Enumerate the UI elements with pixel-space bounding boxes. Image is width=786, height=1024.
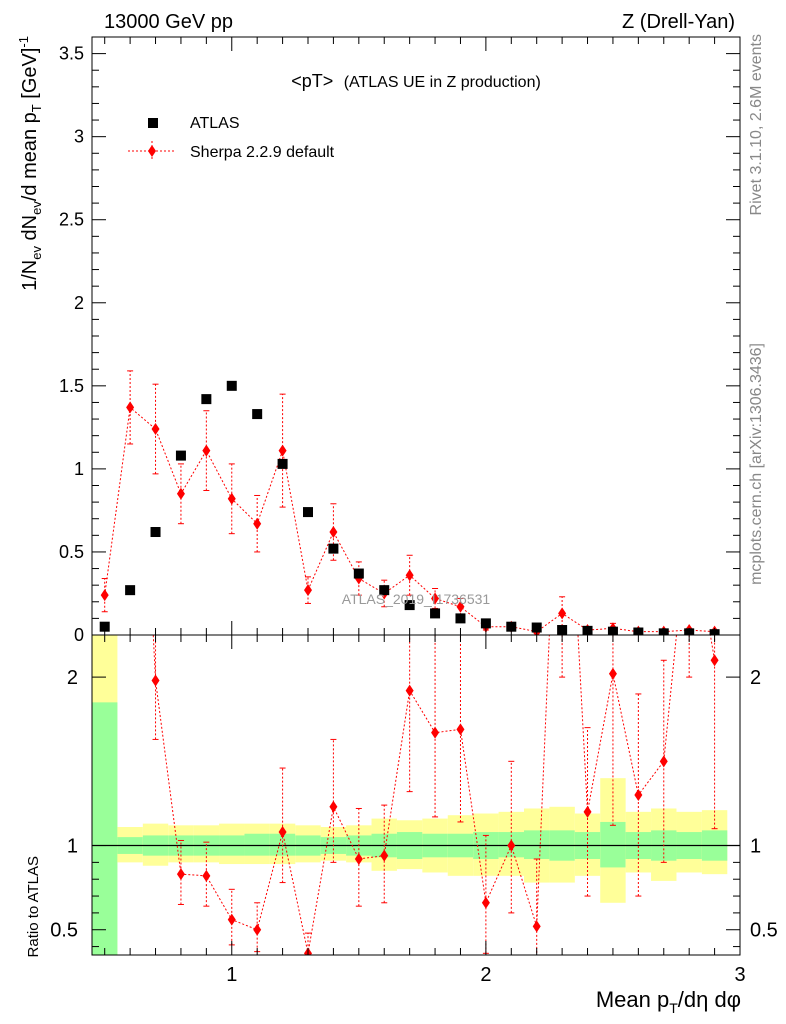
ratio-frame (91, 634, 741, 956)
plot-title: <pT> (ATLAS UE in Z production) (291, 71, 541, 91)
main-y-tick-label: 1 (74, 459, 84, 479)
rivet-version-label: Rivet 3.1.10, 2.6M events (748, 34, 765, 215)
atlas-point (430, 608, 441, 619)
ratio-sherpa-point (151, 674, 160, 687)
ratio-y-tick-label-left: 0.5 (50, 920, 78, 942)
plot-title-main: <pT> (291, 71, 333, 91)
ratio-sherpa-point (354, 853, 363, 865)
atlas-point (328, 543, 339, 554)
ratio-y-axis-label: Ratio to ATLAS (25, 856, 42, 957)
main-y-tick-label: 3 (74, 127, 84, 147)
ratio-sherpa-point (202, 869, 211, 882)
ratio-sherpa-point (507, 839, 516, 852)
legend-label-atlas: ATLAS (190, 115, 240, 132)
analysis-watermark: ATLAS_2019_I1736531 (342, 591, 491, 607)
ratio-y-tick-label-right: 0.5 (750, 920, 778, 942)
ratio-sherpa-point (659, 755, 668, 768)
plot-title-sub: (ATLAS UE in Z production) (344, 74, 541, 91)
process-label: Z (Drell-Yan) (622, 11, 735, 33)
x-axis-label: Mean pT/dη dφ (596, 987, 741, 1016)
atlas-point (506, 621, 517, 632)
main-y-tick-label: 2.5 (59, 210, 84, 230)
x-tick-label: 2 (480, 964, 491, 986)
ratio-sherpa-point (481, 896, 490, 909)
main-y-tick-label: 2 (74, 293, 84, 313)
atlas-point (303, 507, 313, 518)
ratio-sherpa-point (608, 667, 617, 680)
sherpa-point (227, 492, 236, 505)
legend-label-sherpa: Sherpa 2.2.9 default (190, 144, 335, 161)
ratio-sherpa-point (380, 849, 389, 862)
sherpa-point (176, 487, 185, 500)
sherpa-point (100, 589, 109, 602)
ratio-sherpa-point (634, 789, 643, 801)
mcplots-label: mcplots.cern.ch [arXiv:1306.3436] (748, 343, 765, 585)
ratio-sherpa-point (227, 913, 236, 926)
main-y-tick-label: 3.5 (59, 44, 84, 64)
ratio-sherpa-point (532, 920, 541, 933)
x-tick-label: 3 (734, 964, 745, 986)
sherpa-point (329, 526, 338, 539)
ratio-sherpa-point (431, 726, 440, 739)
ratio-sherpa-point (710, 654, 719, 667)
sherpa-point (405, 569, 414, 582)
main-y-tick-label: 0 (74, 625, 84, 645)
atlas-point (99, 621, 110, 632)
ratio-sherpa-point (685, 503, 693, 515)
atlas-point (404, 600, 415, 611)
sherpa-point (202, 444, 211, 457)
main-y-axis-label: 1/Nev dNev/d mean pT [GeV]-1 (16, 36, 44, 291)
atlas-point (150, 527, 161, 538)
sherpa-point (304, 584, 312, 597)
ratio-sherpa-point (405, 684, 414, 697)
legend-marker-atlas (148, 118, 158, 128)
ratio-y-tick-label-right: 2 (750, 667, 761, 689)
x-tick-label: 1 (226, 964, 237, 986)
legend: ATLAS Sherpa 2.2.9 default (128, 115, 335, 161)
ratio-y-tick-label-left: 2 (67, 667, 78, 689)
sherpa-point (126, 401, 135, 414)
sherpa-point (253, 517, 262, 530)
ratio-sherpa-point (583, 805, 592, 818)
ratio-sherpa-point (278, 826, 287, 839)
ratio-plot-area (92, 166, 740, 955)
atlas-point (201, 394, 212, 405)
sherpa-point (431, 592, 440, 605)
ratio-plot-axes: 0.5 0.5 1 1 2 2 1 2 3 (50, 635, 778, 986)
atlas-point (125, 585, 136, 596)
main-plot-axes: 0 0.5 1 1.5 2 2.5 3 3.5 (59, 36, 741, 645)
main-y-tick-label: 0.5 (59, 542, 84, 562)
atlas-point (277, 458, 288, 469)
atlas-point (455, 613, 466, 624)
ratio-sherpa-point (456, 723, 465, 736)
atlas-point (226, 380, 237, 391)
energy-label: 13000 GeV pp (104, 11, 233, 33)
atlas-point (353, 568, 364, 579)
ratio-y-tick-label-right: 1 (750, 836, 761, 858)
ratio-y-tick-label-left: 1 (67, 836, 78, 858)
sherpa-point (558, 607, 567, 620)
atlas-point (531, 622, 542, 633)
atlas-point (175, 450, 186, 461)
ratio-sherpa-point (176, 868, 185, 881)
uncertainty-band-inner (600, 821, 626, 868)
uncertainty-band-inner (244, 833, 270, 856)
atlas-point (252, 409, 263, 420)
ratio-sherpa-point (126, 166, 134, 178)
ratio-sherpa-point (253, 923, 262, 936)
ratio-sherpa-point (558, 334, 566, 346)
ratio-sherpa-line (152, 635, 716, 954)
ratio-sherpa-point (329, 800, 338, 813)
sherpa-point (278, 444, 287, 457)
main-y-tick-label: 1.5 (59, 376, 84, 396)
sherpa-point (151, 423, 160, 436)
uncertainty-band-inner (524, 830, 550, 859)
legend-marker-sherpa (148, 145, 156, 157)
uncertainty-band-inner (92, 702, 118, 955)
sherpa-point (456, 600, 465, 613)
atlas-point (379, 585, 390, 596)
